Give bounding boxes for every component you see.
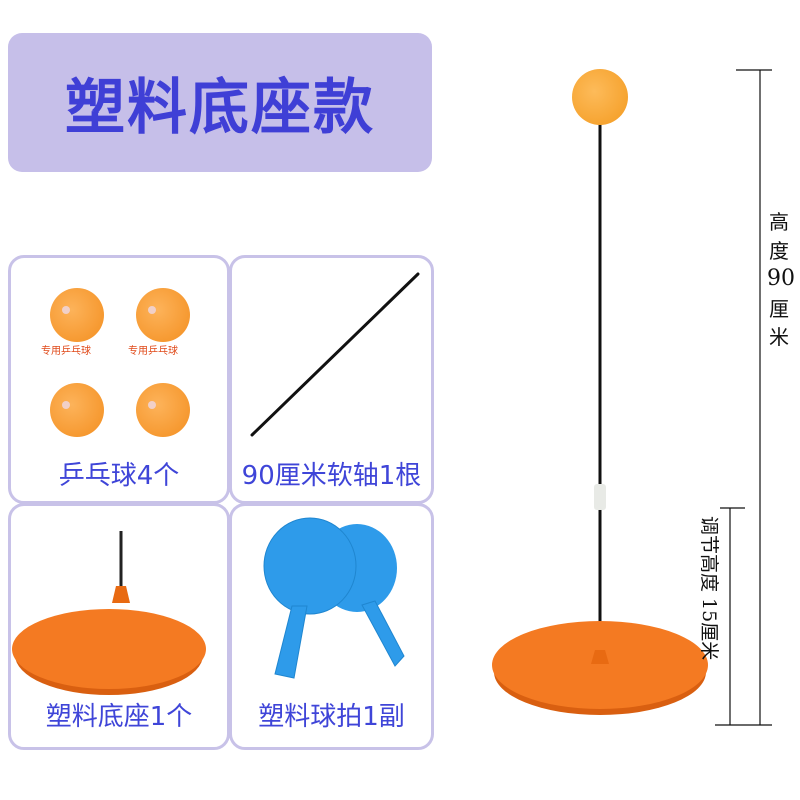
panel-rod: 90厘米软轴1根 <box>229 255 434 504</box>
panel-base: 塑料底座1个 <box>8 503 230 750</box>
rod-image <box>250 272 420 437</box>
ball-2 <box>136 288 190 342</box>
title-text: 塑料底座款 <box>65 73 375 143</box>
adjust-height-label: 调节高度 15厘米 <box>698 516 720 661</box>
ball-4 <box>136 383 190 437</box>
base-image <box>12 531 206 695</box>
balls-image <box>50 288 190 437</box>
ball <box>572 69 628 125</box>
height-char: 高 <box>769 210 789 234</box>
panel-label: 乒乓球4个 <box>58 461 180 491</box>
title-banner: 塑料底座款 <box>8 33 432 172</box>
ball-3 <box>50 383 104 437</box>
base <box>492 621 708 709</box>
height-char: 90 <box>767 266 795 291</box>
panel-label: 90厘米软轴1根 <box>241 461 422 491</box>
panel-label: 塑料球拍1副 <box>258 702 405 732</box>
height-clip <box>594 484 606 510</box>
panel-paddles: 塑料球拍1副 <box>229 503 434 750</box>
panel-balls: 专用乒乓球 专用乒乓球 乒乓球4个 <box>8 255 230 504</box>
ball-1 <box>50 288 104 342</box>
ball-caption-1: 专用乒乓球 <box>41 346 91 357</box>
base-shadow <box>494 629 706 715</box>
height-char: 厘 <box>769 297 789 321</box>
paddles-image <box>263 517 405 679</box>
height-char: 米 <box>769 325 789 349</box>
panel-label: 塑料底座1个 <box>45 702 193 732</box>
ball-caption-2: 专用乒乓球 <box>128 346 178 357</box>
height-char: 度 <box>769 239 789 263</box>
